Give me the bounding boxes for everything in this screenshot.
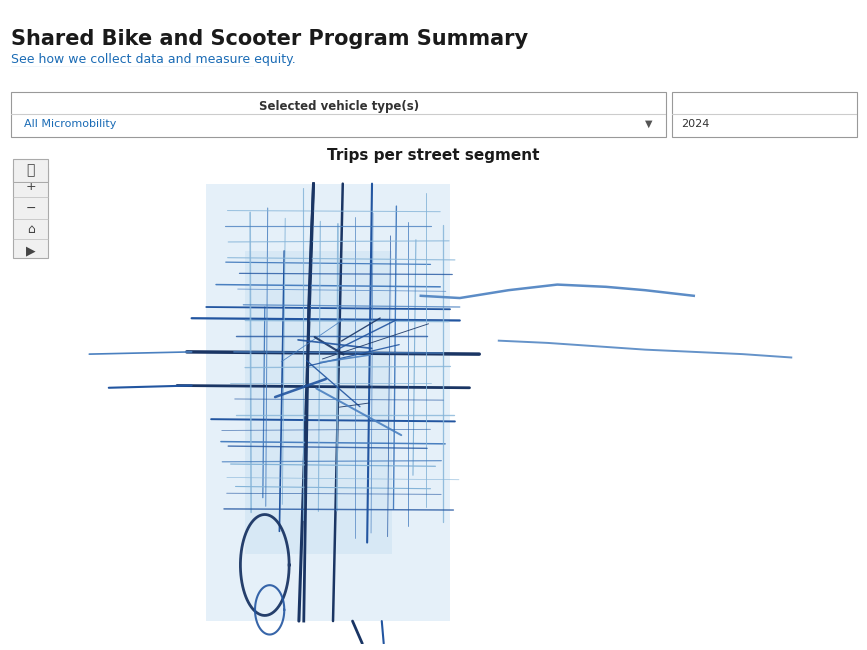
Ellipse shape — [535, 168, 558, 279]
Ellipse shape — [727, 268, 742, 341]
Ellipse shape — [748, 319, 797, 357]
Text: Selected vehicle type(s): Selected vehicle type(s) — [258, 100, 419, 113]
Ellipse shape — [256, 237, 316, 330]
Text: ⌂: ⌂ — [27, 224, 35, 237]
Text: Program summary: Program summary — [686, 70, 844, 84]
Ellipse shape — [114, 486, 173, 560]
Ellipse shape — [723, 251, 799, 284]
Ellipse shape — [238, 354, 316, 443]
Ellipse shape — [247, 348, 260, 369]
Ellipse shape — [186, 143, 214, 215]
Text: ▶: ▶ — [26, 244, 36, 257]
Text: −: − — [25, 202, 36, 214]
Ellipse shape — [507, 614, 540, 650]
Ellipse shape — [321, 556, 336, 640]
Ellipse shape — [788, 253, 849, 322]
Ellipse shape — [705, 521, 726, 561]
Ellipse shape — [688, 210, 717, 247]
Ellipse shape — [339, 115, 407, 239]
Ellipse shape — [664, 193, 727, 313]
Text: 2024: 2024 — [681, 119, 709, 129]
Ellipse shape — [517, 569, 551, 621]
Ellipse shape — [359, 462, 394, 544]
Ellipse shape — [746, 284, 785, 395]
Ellipse shape — [317, 299, 362, 368]
Text: All Micromobility: All Micromobility — [24, 119, 117, 129]
Ellipse shape — [711, 470, 751, 512]
Ellipse shape — [684, 480, 715, 535]
FancyBboxPatch shape — [245, 251, 392, 554]
Ellipse shape — [287, 151, 368, 218]
Ellipse shape — [401, 468, 494, 508]
Ellipse shape — [23, 196, 99, 255]
Ellipse shape — [365, 194, 404, 237]
Ellipse shape — [20, 360, 90, 415]
Ellipse shape — [505, 185, 528, 213]
Ellipse shape — [74, 372, 164, 411]
Ellipse shape — [526, 406, 564, 449]
Ellipse shape — [223, 589, 281, 650]
FancyBboxPatch shape — [13, 168, 49, 258]
Text: Trips per street segment: Trips per street segment — [327, 148, 540, 163]
Ellipse shape — [684, 185, 703, 238]
Ellipse shape — [822, 413, 867, 476]
Ellipse shape — [662, 248, 700, 277]
Ellipse shape — [379, 242, 414, 288]
FancyBboxPatch shape — [13, 159, 49, 182]
Ellipse shape — [14, 326, 78, 391]
Ellipse shape — [0, 218, 59, 281]
FancyBboxPatch shape — [206, 184, 450, 621]
Ellipse shape — [518, 533, 596, 586]
Ellipse shape — [91, 246, 134, 353]
Ellipse shape — [693, 403, 781, 470]
Ellipse shape — [49, 322, 93, 346]
Text: ⌕: ⌕ — [27, 163, 35, 177]
Ellipse shape — [436, 151, 479, 178]
Ellipse shape — [323, 456, 356, 569]
Ellipse shape — [16, 181, 64, 229]
Ellipse shape — [419, 517, 528, 591]
Ellipse shape — [77, 443, 104, 489]
Ellipse shape — [108, 224, 153, 289]
Ellipse shape — [806, 199, 842, 215]
Ellipse shape — [577, 584, 640, 624]
Ellipse shape — [444, 276, 506, 343]
Ellipse shape — [284, 122, 353, 228]
Ellipse shape — [186, 589, 224, 623]
Ellipse shape — [262, 531, 337, 647]
Text: ▼: ▼ — [645, 119, 653, 129]
Ellipse shape — [528, 356, 566, 414]
Ellipse shape — [0, 140, 77, 218]
Ellipse shape — [77, 428, 147, 533]
Ellipse shape — [445, 427, 461, 448]
Ellipse shape — [12, 406, 29, 429]
Ellipse shape — [296, 306, 361, 377]
Text: See how we collect data and measure equity.: See how we collect data and measure equi… — [11, 53, 296, 66]
Ellipse shape — [637, 341, 700, 408]
Ellipse shape — [264, 559, 365, 616]
Ellipse shape — [460, 552, 527, 642]
Ellipse shape — [130, 408, 186, 461]
Text: Shared Bike and Scooter Program Summary: Shared Bike and Scooter Program Summary — [11, 29, 528, 49]
Ellipse shape — [720, 243, 786, 330]
Ellipse shape — [414, 209, 462, 281]
Ellipse shape — [762, 508, 796, 548]
Ellipse shape — [303, 268, 321, 287]
Ellipse shape — [554, 252, 604, 300]
Ellipse shape — [642, 152, 754, 221]
Ellipse shape — [505, 530, 545, 593]
Ellipse shape — [80, 298, 102, 330]
Ellipse shape — [614, 239, 652, 273]
Ellipse shape — [251, 547, 286, 645]
Ellipse shape — [158, 281, 195, 309]
Ellipse shape — [654, 283, 719, 376]
Ellipse shape — [753, 161, 859, 206]
Ellipse shape — [745, 571, 809, 628]
Ellipse shape — [251, 436, 298, 538]
Ellipse shape — [669, 358, 735, 394]
Ellipse shape — [590, 331, 694, 393]
Text: +: + — [25, 180, 36, 193]
